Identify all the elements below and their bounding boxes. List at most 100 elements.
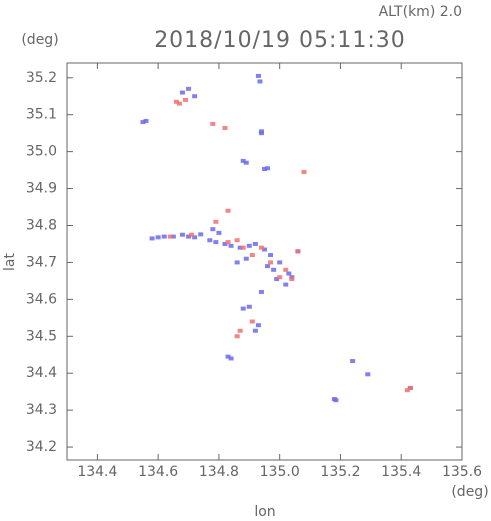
radar-point — [350, 359, 356, 364]
radar-point — [213, 219, 219, 224]
radar-point — [274, 277, 280, 282]
radar-point — [237, 245, 243, 250]
x-tick-label: 134.8 — [199, 464, 239, 480]
radar-point — [240, 245, 246, 250]
radar-point — [252, 241, 258, 246]
radar-point — [268, 253, 274, 258]
x-unit: (deg) — [451, 484, 488, 500]
radar-point — [301, 169, 307, 174]
radar-point — [246, 304, 252, 309]
radar-point — [207, 238, 213, 243]
radar-point — [255, 323, 261, 328]
chart-subtitle: ALT(km) 2.0 — [379, 4, 462, 20]
radar-point — [289, 277, 295, 282]
radar-point — [265, 166, 271, 171]
radar-point — [210, 227, 216, 232]
radar-point — [365, 372, 371, 377]
radar-point — [225, 240, 231, 245]
radar-point — [240, 158, 246, 163]
radar-point — [257, 79, 263, 84]
y-tick-label: 34.2 — [26, 439, 57, 455]
radar-point — [222, 125, 228, 130]
radar-point — [213, 240, 219, 245]
x-tick-label: 135.4 — [381, 464, 421, 480]
x-tick-label: 135.2 — [320, 464, 360, 480]
radar-point — [228, 243, 234, 248]
radar-point — [268, 260, 274, 265]
radar-point — [258, 245, 264, 250]
x-tick-label: 134.6 — [138, 464, 178, 480]
radar-point — [240, 306, 246, 311]
radar-point — [140, 120, 146, 125]
radar-point — [277, 275, 283, 280]
y-tick-label: 34.6 — [26, 291, 57, 307]
radar-point — [149, 236, 155, 241]
radar-point — [404, 388, 410, 393]
radar-point — [186, 234, 192, 239]
radar-point — [222, 241, 228, 246]
radar-point — [225, 208, 231, 213]
radar-point — [186, 86, 192, 91]
radar-point — [255, 73, 261, 78]
x-axis-label: lon — [254, 504, 275, 520]
radar-point — [243, 160, 249, 165]
radar-point — [295, 249, 301, 254]
radar-point — [198, 232, 204, 237]
y-tick-label: 35.0 — [26, 144, 57, 160]
radar-point — [228, 356, 234, 361]
radar-point — [155, 235, 161, 240]
radar-point — [170, 234, 176, 239]
y-tick-label: 34.3 — [26, 402, 57, 418]
radar-point — [331, 397, 337, 402]
radar-point — [234, 334, 240, 339]
radar-point — [237, 328, 243, 333]
radar-point — [161, 234, 167, 239]
radar-point — [192, 94, 198, 99]
radar-point — [189, 232, 195, 237]
radar-point — [210, 121, 216, 126]
radar-point — [234, 238, 240, 243]
y-unit: (deg) — [21, 32, 58, 48]
y-axis-label: lat — [2, 253, 18, 271]
radar-point — [234, 260, 240, 265]
y-tick-label: 35.2 — [26, 70, 57, 86]
radar-point — [143, 118, 149, 123]
radar-point — [252, 328, 258, 333]
plot-frame — [66, 62, 463, 461]
radar-point — [262, 247, 267, 252]
radar-point — [179, 232, 185, 237]
x-tick-label: 135.0 — [260, 464, 300, 480]
radar-point — [173, 99, 179, 104]
y-tick-label: 34.5 — [26, 328, 57, 344]
radar-point — [265, 264, 271, 269]
radar-point — [258, 289, 264, 294]
radar-point — [176, 101, 182, 106]
chart-title: 2018/10/19 05:11:30 — [154, 28, 406, 53]
radar-point — [277, 260, 283, 265]
y-tick-label: 35.1 — [26, 107, 57, 123]
radar-point — [249, 319, 255, 324]
radar-point — [271, 267, 277, 272]
radar-point — [216, 230, 222, 235]
radar-point — [246, 243, 252, 248]
radar-point — [183, 97, 188, 102]
radar-point — [179, 90, 185, 95]
radar-point — [249, 253, 255, 258]
y-tick-label: 34.9 — [26, 181, 57, 197]
y-tick-label: 34.7 — [26, 254, 57, 270]
radar-point — [243, 256, 249, 261]
radar-point — [192, 235, 198, 240]
x-tick-label: 134.4 — [77, 464, 117, 480]
radar-point — [283, 267, 289, 272]
radar-point — [283, 282, 289, 287]
radar-point — [225, 354, 231, 359]
y-tick-label: 34.4 — [26, 365, 57, 381]
x-tick-label: 135.6 — [442, 464, 482, 480]
y-tick-label: 34.8 — [26, 217, 57, 233]
radar-point — [167, 234, 173, 239]
radar-point — [286, 271, 292, 276]
radar-point — [262, 166, 267, 171]
radar-point — [407, 385, 413, 390]
radar-point — [258, 129, 264, 134]
